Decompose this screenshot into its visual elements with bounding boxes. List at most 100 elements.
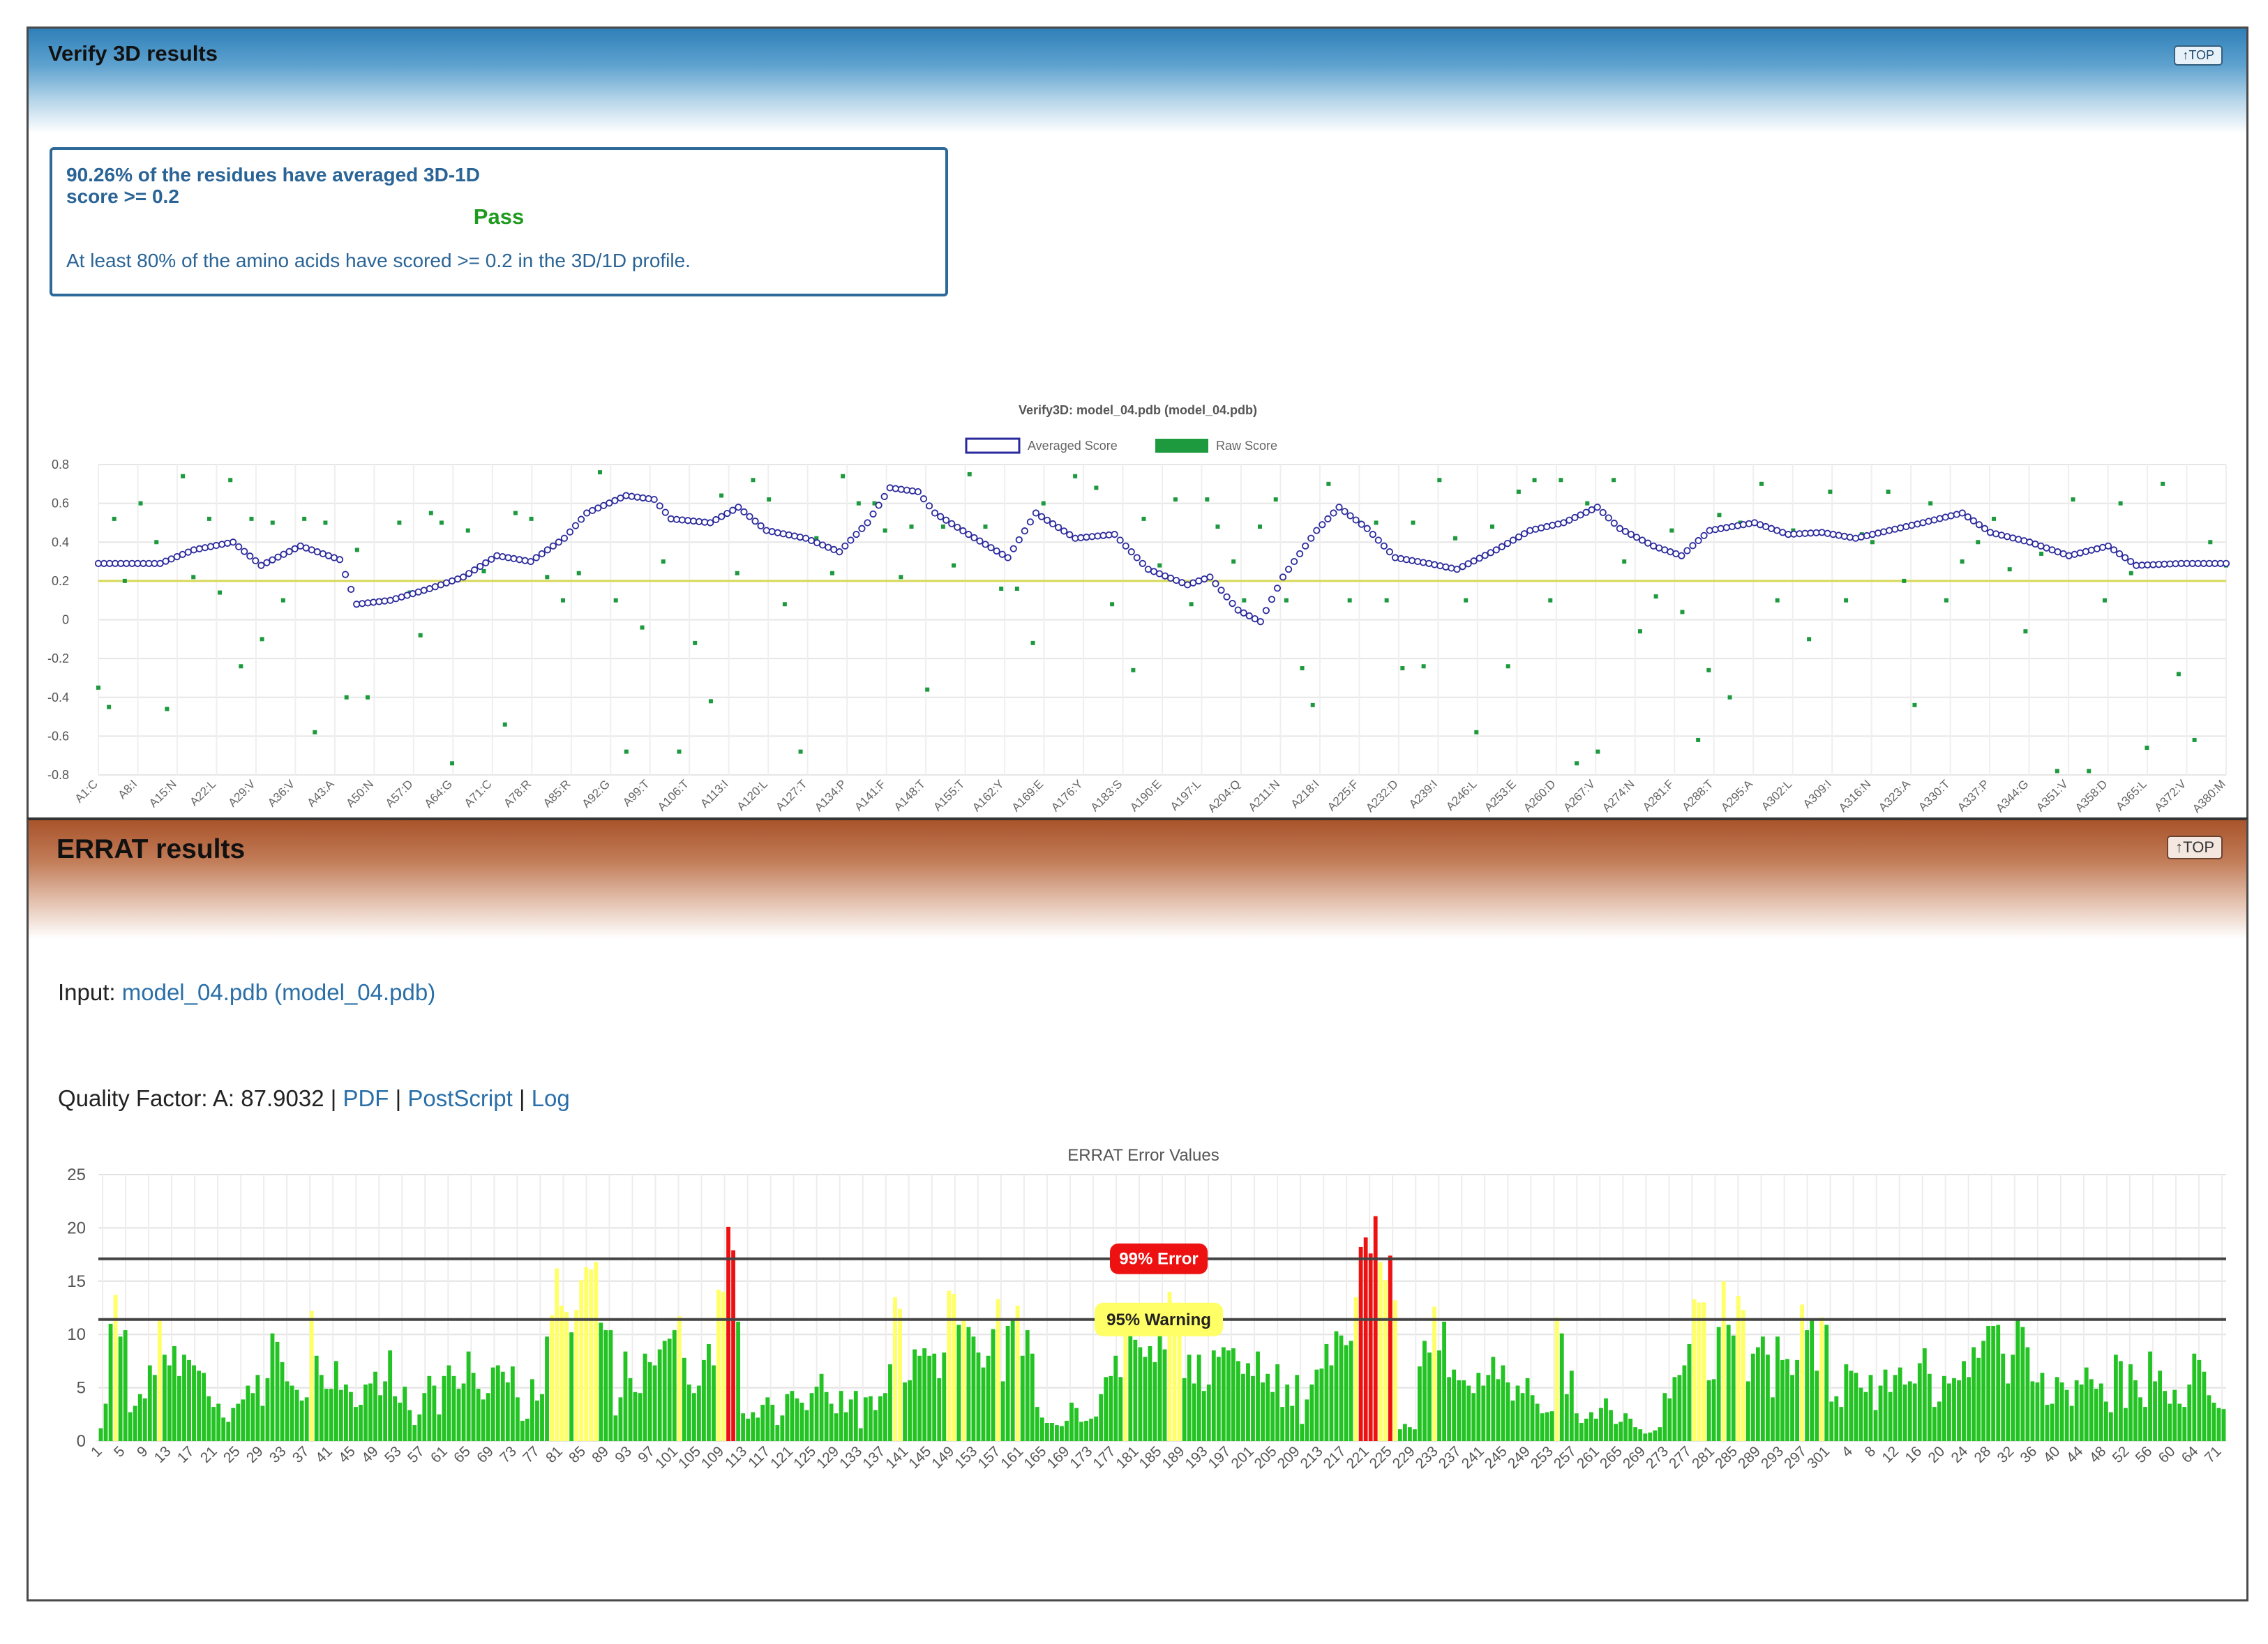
averaged-score-point — [212, 541, 220, 550]
errat-bar — [2197, 1359, 2202, 1441]
errat-bar — [1760, 1336, 1765, 1441]
errat-x-tick-label: 273 — [1643, 1443, 1672, 1472]
verify3d-criterion-text: At least 80% of the amino acids have sco… — [66, 250, 691, 271]
errat-bar — [599, 1322, 603, 1441]
averaged-score-point — [341, 571, 350, 578]
averaged-score-point — [1835, 531, 1842, 539]
errat-bar — [712, 1365, 716, 1441]
averaged-score-point — [453, 575, 462, 583]
averaged-score-point — [1268, 596, 1276, 603]
errat-x-tick-label: 173 — [1067, 1443, 1095, 1472]
errat-x-tick-label: 245 — [1482, 1443, 1510, 1472]
averaged-score-point — [173, 553, 181, 561]
errat-bar — [1628, 1418, 1633, 1441]
raw-score-point — [677, 749, 682, 754]
averaged-score-point — [223, 539, 232, 547]
averaged-score-point — [1711, 526, 1719, 534]
raw-score-point — [2071, 497, 2075, 502]
averaged-score-point — [2177, 559, 2185, 567]
averaged-score-point — [1166, 574, 1175, 582]
v3d-x-tick-label: A337:P — [1955, 777, 1992, 814]
v3d-x-tick-label: A99:T — [620, 777, 652, 809]
errat-bar — [1810, 1320, 1815, 1441]
errat-bar — [1256, 1351, 1260, 1441]
averaged-score-point — [1021, 527, 1028, 535]
raw-score-point — [940, 525, 945, 529]
raw-score-point — [925, 687, 930, 692]
errat-top-button[interactable]: ↑TOP — [2167, 836, 2223, 859]
errat-bar — [1113, 1355, 1118, 1441]
averaged-score-point — [1150, 568, 1158, 575]
errat-bar — [691, 1393, 696, 1441]
log-link[interactable]: Log — [531, 1085, 570, 1111]
errat-bar — [412, 1425, 417, 1441]
errat-bar — [839, 1391, 843, 1441]
errat-x-tick-label: 73 — [497, 1443, 520, 1466]
averaged-score-point — [1291, 557, 1298, 566]
v3d-x-tick-label: A57:D — [383, 777, 416, 810]
averaged-score-point — [257, 561, 265, 569]
errat-y-tick-label: 0 — [77, 1432, 86, 1451]
raw-score-point — [1141, 516, 1146, 521]
averaged-score-point — [1324, 515, 1332, 522]
errat-bar — [775, 1425, 780, 1441]
averaged-score-point — [291, 545, 299, 552]
errat-bar — [1741, 1310, 1745, 1441]
averaged-score-point — [1088, 533, 1096, 541]
averaged-score-point — [2172, 560, 2179, 568]
averaged-score-point — [976, 537, 984, 545]
errat-bar — [294, 1389, 299, 1441]
averaged-score-point — [1032, 509, 1040, 517]
averaged-score-point — [1206, 573, 1214, 581]
averaged-score-point — [1448, 564, 1455, 572]
errat-bar — [942, 1352, 947, 1441]
averaged-score-point — [1487, 549, 1494, 557]
errat-bar — [1462, 1380, 1466, 1441]
errat-x-tick-label: 85 — [566, 1443, 589, 1466]
averaged-score-point — [1313, 527, 1321, 534]
errat-bar — [1604, 1398, 1608, 1441]
averaged-score-point — [1178, 579, 1186, 587]
errat-bar — [603, 1330, 608, 1441]
errat-bar — [707, 1343, 711, 1441]
errat-x-tick-label: 281 — [1689, 1443, 1718, 1472]
errat-x-tick-label: 213 — [1298, 1443, 1326, 1472]
errat-bar — [1089, 1418, 1094, 1441]
errat-bar — [2103, 1401, 2108, 1441]
raw-score-point — [1205, 497, 1210, 502]
verify3d-top-button[interactable]: ↑TOP — [2174, 45, 2223, 66]
errat-bar — [103, 1403, 108, 1441]
errat-bar — [746, 1418, 751, 1441]
averaged-score-point — [1397, 555, 1405, 562]
errat-input-file-link[interactable]: model_04.pdb (model_04.pdb) — [121, 979, 436, 1005]
errat-bar — [2148, 1351, 2152, 1441]
errat-bar — [1442, 1321, 1447, 1441]
errat-bar — [2074, 1380, 2079, 1441]
errat-bar — [1662, 1393, 1667, 1441]
v3d-x-tick-label: A323:A — [1876, 777, 1913, 814]
averaged-score-point — [409, 590, 416, 598]
errat-bar — [2133, 1380, 2138, 1441]
averaged-score-point — [622, 492, 630, 499]
separator: | — [395, 1085, 402, 1111]
errat-bar — [157, 1319, 162, 1441]
errat-bar — [2168, 1403, 2172, 1441]
averaged-score-point — [577, 515, 585, 523]
errat-bar — [515, 1397, 520, 1441]
errat-bar — [1309, 1385, 1314, 1441]
errat-x-tick-label: 241 — [1459, 1443, 1487, 1472]
errat-bar — [1466, 1385, 1471, 1441]
pdf-link[interactable]: PDF — [343, 1085, 389, 1111]
errat-bar — [202, 1373, 206, 1441]
averaged-score-point — [2004, 533, 2011, 541]
averaged-score-point — [1891, 525, 1899, 533]
postscript-link[interactable]: PostScript — [407, 1085, 513, 1111]
raw-score-point — [2208, 540, 2213, 545]
v3d-x-tick-label: A148:T — [892, 777, 928, 813]
averaged-score-point — [1273, 585, 1282, 592]
errat-bar — [324, 1389, 329, 1441]
raw-score-point — [354, 548, 359, 552]
errat-bar — [211, 1407, 216, 1441]
averaged-score-point — [1661, 546, 1669, 554]
errat-x-tick-label: 37 — [290, 1443, 313, 1466]
